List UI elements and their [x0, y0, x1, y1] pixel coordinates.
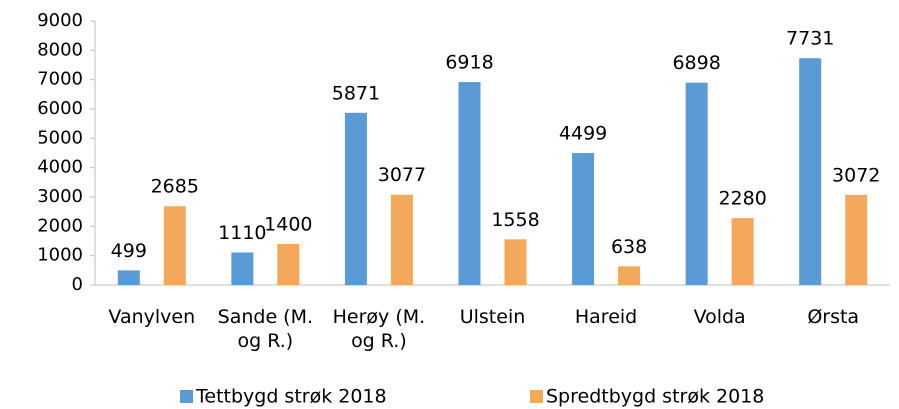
value-label: 499: [111, 240, 147, 262]
bar: [732, 218, 754, 285]
value-label: 6918: [445, 52, 493, 74]
y-tick-label: 4000: [37, 157, 83, 178]
chart-svg: 0 1000 2000 3000 4000 5000 6000 7000 8000 9000 499…: [0, 0, 899, 409]
bar: [345, 113, 367, 285]
value-label: 7731: [786, 28, 834, 50]
value-label: 5871: [332, 82, 380, 104]
x-tick-label: Ulstein: [439, 305, 547, 329]
bar: [118, 270, 140, 285]
value-label: 1400: [264, 213, 312, 235]
bar: [505, 239, 527, 285]
y-tick-label: 7000: [37, 69, 83, 90]
value-label: 1110: [218, 222, 266, 244]
bar: [686, 83, 708, 285]
y-tick-label: 3000: [37, 186, 83, 207]
bar: [572, 153, 594, 285]
legend-swatch: [180, 390, 193, 403]
value-label: 638: [611, 236, 647, 258]
legend-label: Spredtbygd strøk 2018: [546, 386, 764, 408]
bar: [231, 252, 253, 285]
x-tick-label: Ørsta: [779, 305, 887, 329]
x-tick-label: Hareid: [552, 305, 660, 329]
y-tick-label: 6000: [37, 98, 83, 119]
value-label: 2280: [718, 188, 766, 210]
value-label: 1558: [491, 209, 539, 231]
x-tick-label: Herøy (M. og R.): [325, 305, 433, 353]
y-tick-label: 0: [72, 274, 83, 295]
bar: [277, 244, 299, 285]
bar: [799, 58, 821, 285]
value-label: 3077: [378, 164, 426, 186]
y-tick-label: 2000: [37, 215, 83, 236]
y-tick-label: 1000: [37, 245, 83, 266]
chart: 0 1000 2000 3000 4000 5000 6000 7000 8000 9000 499…: [0, 0, 899, 409]
y-tick-label: 9000: [37, 10, 83, 31]
bar: [459, 82, 481, 285]
bar: [164, 206, 186, 285]
bar: [618, 266, 640, 285]
x-tick-label: Vanylven: [98, 305, 206, 329]
y-tick-label: 5000: [37, 127, 83, 148]
value-label: 6898: [672, 52, 720, 74]
x-tick-label: Sande (M. og R.): [211, 305, 319, 353]
x-tick-label: Volda: [666, 305, 774, 329]
value-label: 4499: [559, 123, 607, 145]
value-label: 3072: [832, 164, 880, 186]
bar: [845, 195, 867, 285]
legend-swatch: [530, 390, 543, 403]
bar: [391, 195, 413, 285]
value-label: 2685: [151, 176, 199, 198]
legend-label: Tettbygd strøk 2018: [195, 386, 387, 408]
y-tick-label: 8000: [37, 39, 83, 60]
